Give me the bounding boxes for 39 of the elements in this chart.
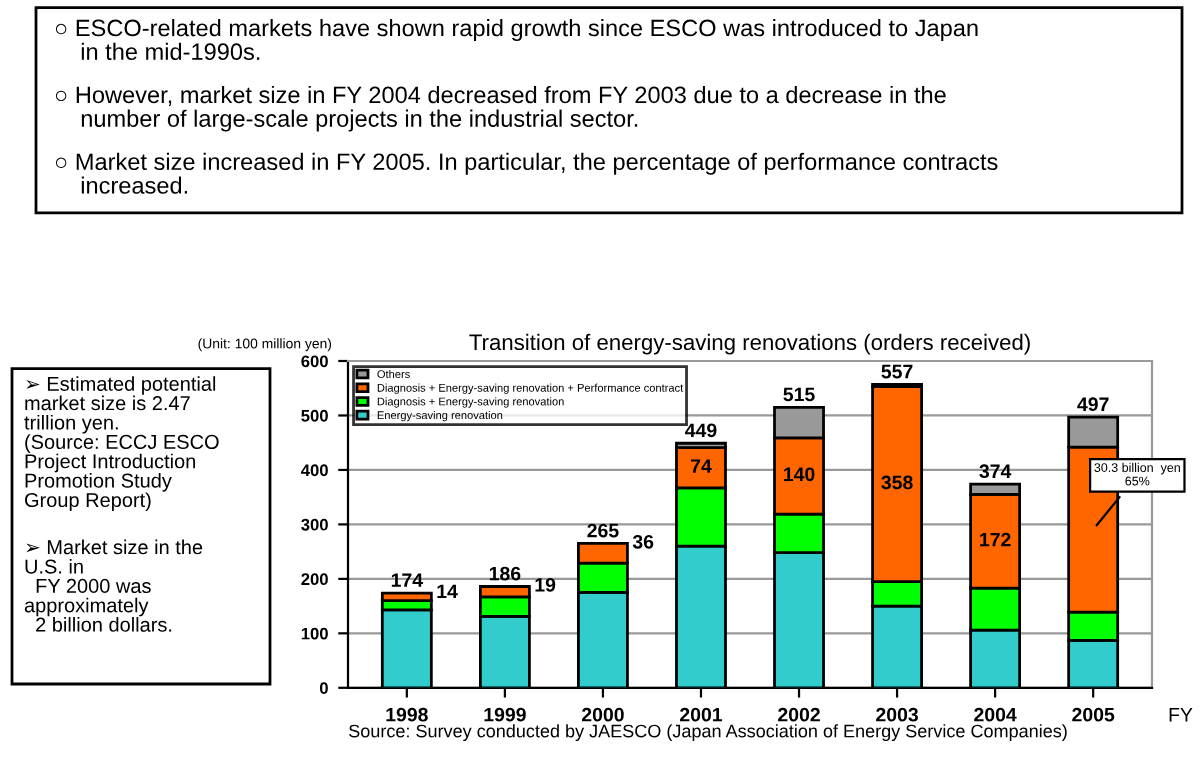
data-label: 14 (437, 584, 458, 599)
text: ○ Market size increased in FY 2005. In particular, the percentage of performance contracts increased. (55, 152, 998, 194)
text: ○ However, market size in FY 2004 decreased from FY 2003 due to a decrease in the number of large-scale projects in the industrial sector. (55, 85, 946, 132)
data-label: 140 (784, 467, 815, 482)
x-tick-label: 2004 (974, 707, 1017, 722)
total-label: 186 (489, 566, 521, 581)
total-label: 265 (587, 523, 619, 538)
total-label: 515 (783, 387, 815, 402)
y-tick-label: 500 (301, 409, 328, 422)
text: ➢ Market size in the U.S. in FY 2000 was approximately 2 billion dollars. (24, 539, 203, 632)
y-tick-label: 0 (319, 682, 328, 694)
x-axis-title: FY (1169, 708, 1193, 722)
x-tick-label: 1999 (484, 707, 526, 722)
data-label: 19 (535, 577, 556, 592)
data-label: 36 (632, 534, 654, 549)
total-label: 497 (1077, 397, 1109, 412)
chart-title: Transition of energy-saving renovations (orders received) (469, 333, 1030, 355)
text: ➢ Estimated potential market size is 2.47 trillion yen. (Source: ECCJ ESCO Project Introduction Promotion Study Group Report) (24, 376, 219, 512)
total-label: 374 (979, 464, 1012, 479)
x-tick-label: 2005 (1072, 707, 1115, 722)
y-tick-label: 600 (301, 355, 328, 368)
x-tick-label: 1998 (386, 707, 428, 722)
text: ○ ESCO-related markets have shown rapid growth since ESCO was introduced to Japan in the mid-1990s. (55, 19, 978, 61)
source-note: Source: Survey conducted by JAESCO (Japan Association of Energy Service Companies) (349, 724, 1067, 741)
x-tick-label: 2001 (680, 707, 723, 722)
y-tick-label: 100 (301, 627, 328, 640)
x-tick-label: 2000 (581, 707, 624, 722)
y-tick-label: 300 (301, 518, 328, 531)
data-label: 358 (881, 475, 913, 490)
bar (380, 591, 433, 603)
y-tick-label: 400 (301, 464, 328, 477)
total-label: 557 (881, 364, 913, 379)
x-tick-label: 2003 (876, 707, 918, 722)
data-label: 172 (980, 532, 1011, 547)
x-tick-label: 2002 (778, 707, 820, 722)
y-tick-label: 200 (301, 573, 328, 586)
total-label: 449 (685, 423, 717, 438)
data-label: 74 (691, 459, 712, 473)
total-label: 174 (391, 573, 423, 587)
